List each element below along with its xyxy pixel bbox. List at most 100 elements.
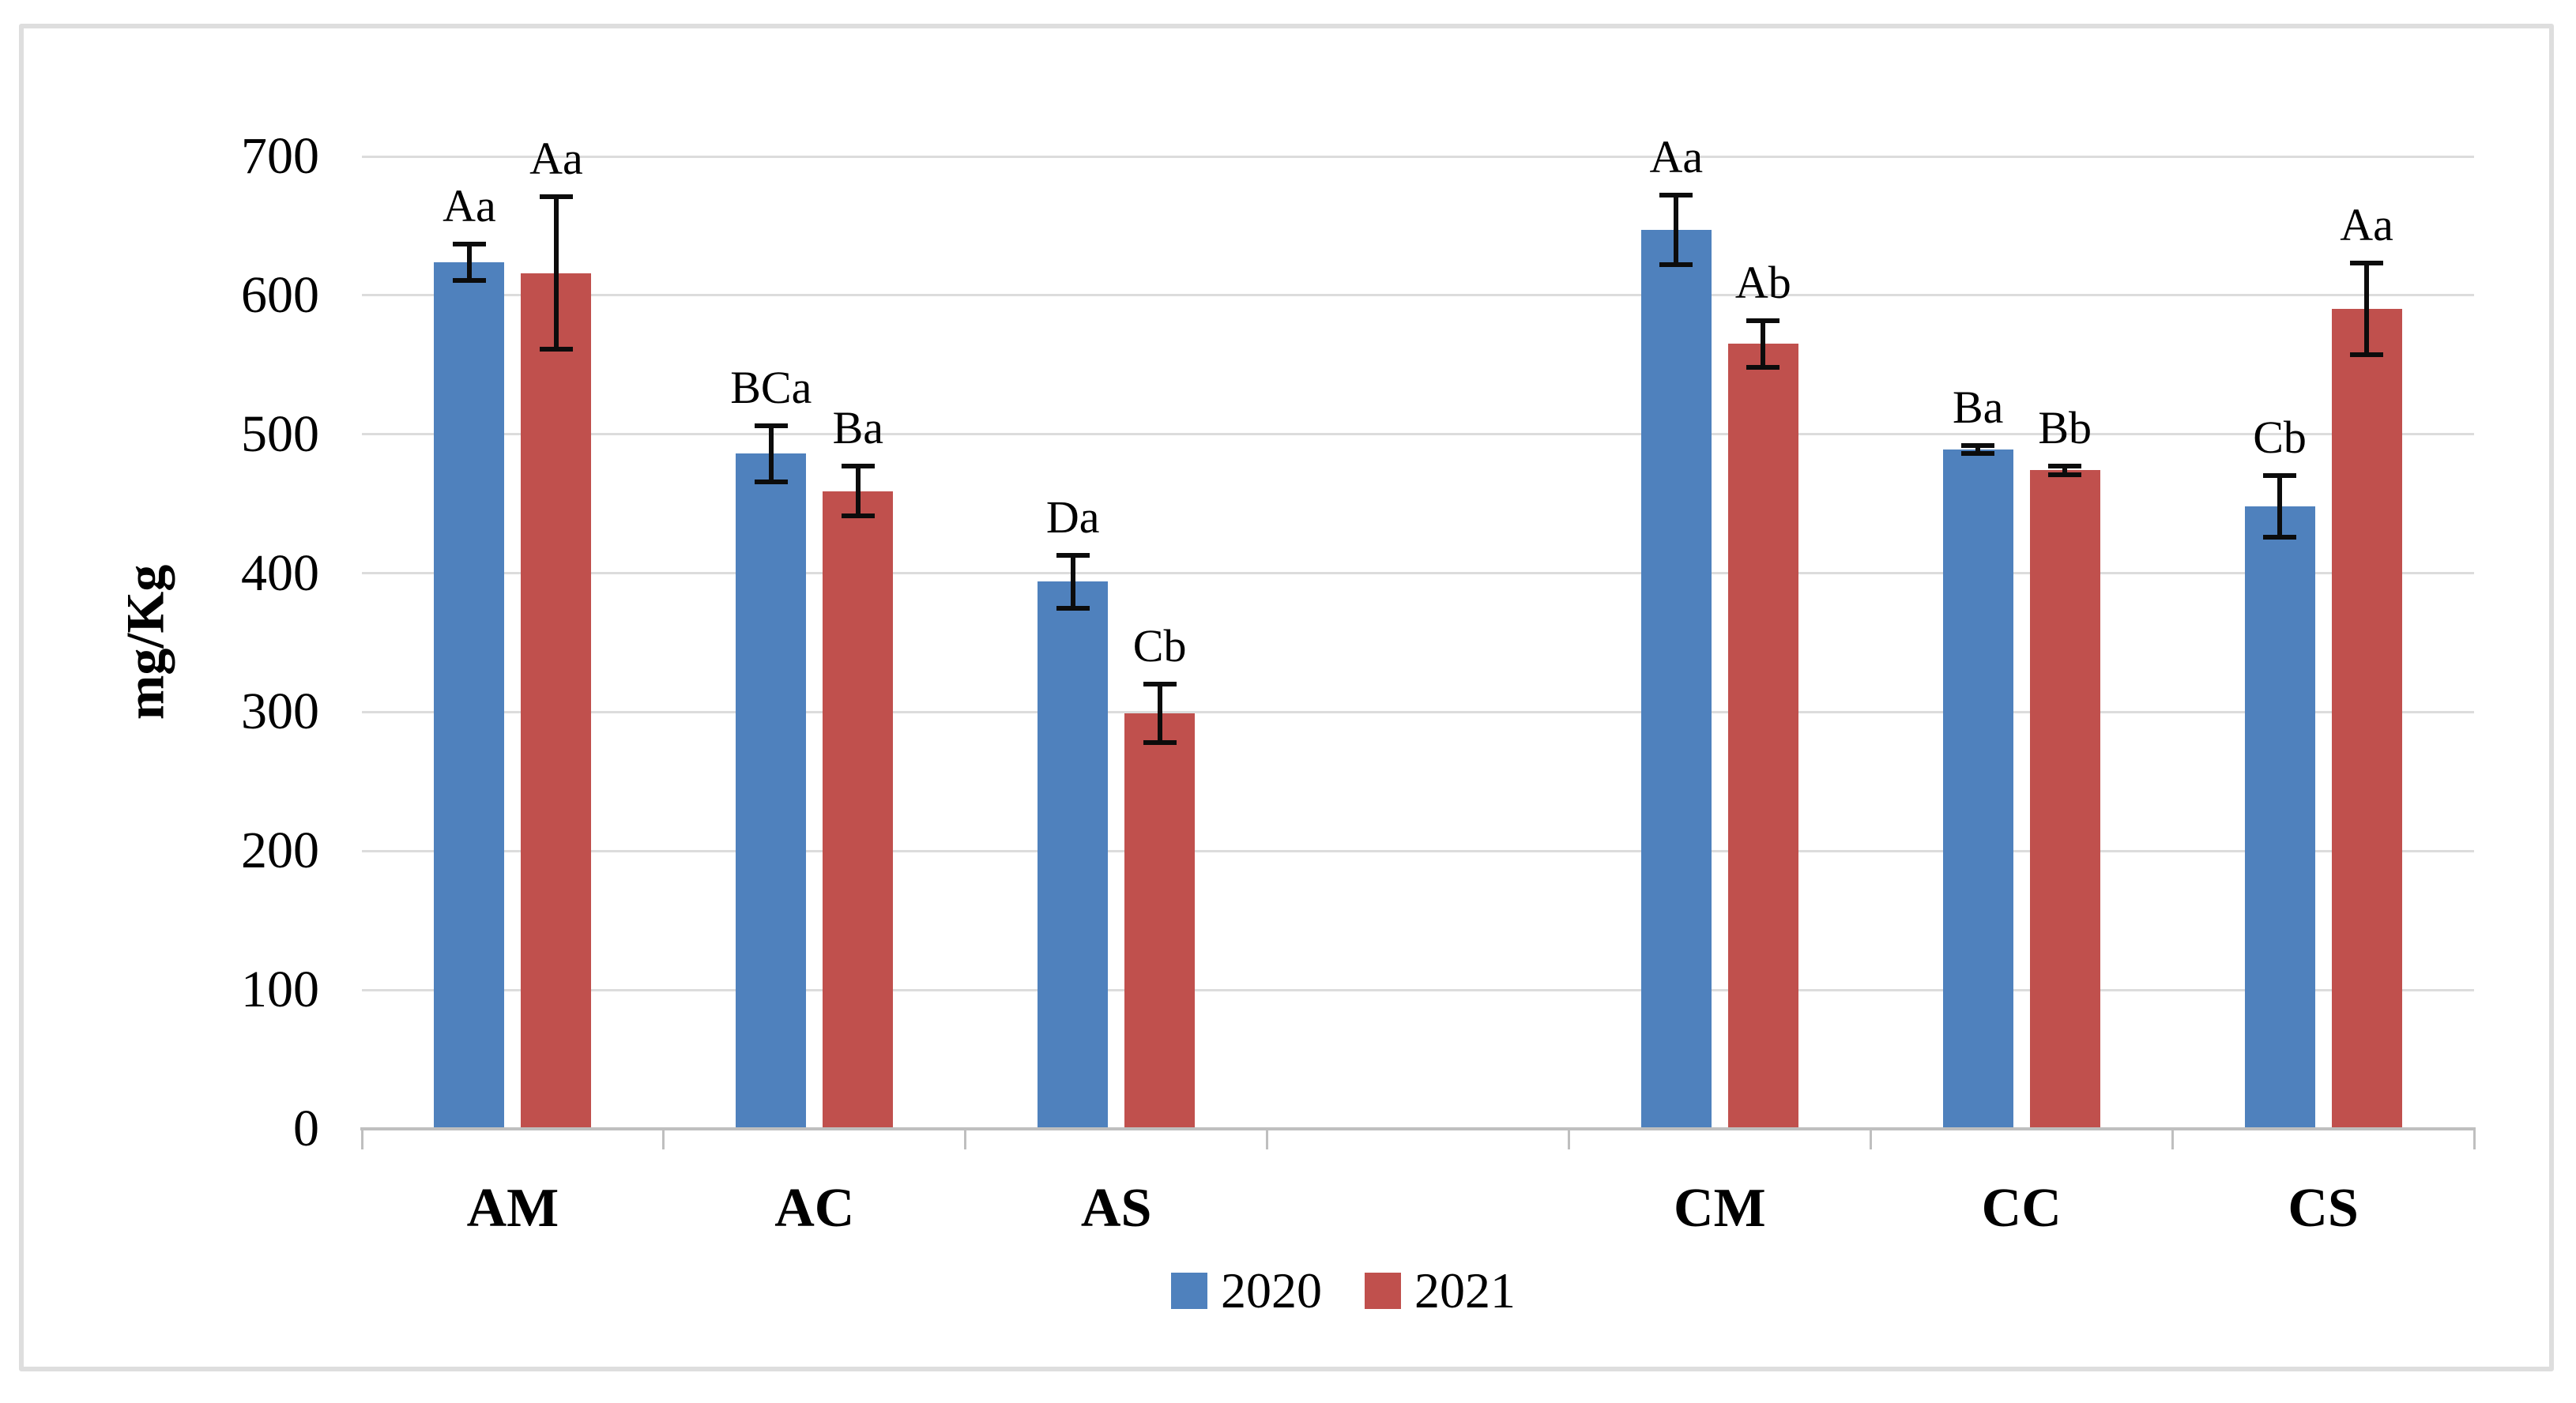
x-axis-line <box>360 1127 2476 1130</box>
x-axis-tick-4 <box>1567 1129 1570 1149</box>
significance-label-AM-2020: Aa <box>443 179 496 231</box>
x-category-label-AC: AC <box>774 1178 855 1239</box>
significance-label-AS-2020: Da <box>1045 491 1100 543</box>
error-cap-top-AM-2021 <box>539 194 573 199</box>
legend-entry-2020: 2020 <box>1171 1263 1322 1318</box>
error-cap-top-CM-2021 <box>1746 318 1780 323</box>
error-bar-AM-2020 <box>466 243 472 280</box>
error-bar-CS-2020 <box>2277 476 2283 537</box>
error-bar-CC-2021 <box>2062 466 2068 475</box>
bar-CS-2020 <box>2244 506 2315 1129</box>
legend-swatch-2021 <box>1365 1273 1401 1309</box>
y-tick-label-600: 600 <box>241 265 319 324</box>
significance-label-AC-2020: BCa <box>730 362 812 414</box>
x-axis-tick-3 <box>1266 1129 1269 1149</box>
gridline-700 <box>362 155 2474 158</box>
figure-frame: 0 100 200 300 400 500 600 700 mg/Kg Aa Aa BCa Ba Da… <box>19 24 2554 1371</box>
legend-entry-2021: 2021 <box>1365 1263 1516 1318</box>
gridline-500 <box>362 433 2474 436</box>
error-cap-top-AM-2020 <box>452 241 486 246</box>
bar-AM-2021 <box>521 273 592 1129</box>
x-category-label-AS: AS <box>1080 1178 1152 1239</box>
error-bar-CM-2021 <box>1761 320 1766 368</box>
error-cap-top-AC-2020 <box>754 423 788 429</box>
error-cap-bottom-AC-2021 <box>841 513 875 519</box>
bar-AS-2021 <box>1124 713 1196 1129</box>
x-category-label-AM: AM <box>466 1178 559 1239</box>
x-axis-tick-5 <box>1869 1129 1872 1149</box>
significance-label-AM-2021: Aa <box>529 132 583 184</box>
significance-label-CC-2021: Bb <box>2038 402 2092 454</box>
error-cap-bottom-AM-2021 <box>539 347 573 352</box>
error-cap-top-CS-2020 <box>2263 473 2297 479</box>
error-cap-top-CC-2020 <box>1961 442 1995 448</box>
error-cap-bottom-CC-2021 <box>2048 472 2082 477</box>
significance-label-CS-2021: Aa <box>2340 199 2393 251</box>
gridline-300 <box>362 710 2474 713</box>
x-axis-tick-7 <box>2472 1129 2476 1149</box>
error-cap-top-AC-2021 <box>841 464 875 469</box>
error-cap-bottom-CM-2020 <box>1659 262 1693 268</box>
x-category-label-CS: CS <box>2288 1178 2359 1239</box>
bar-CC-2020 <box>1942 449 2013 1129</box>
error-cap-top-CC-2021 <box>2048 464 2082 469</box>
error-cap-bottom-CS-2021 <box>2350 352 2384 358</box>
significance-label-CC-2020: Ba <box>1952 381 2004 433</box>
error-bar-CC-2020 <box>1975 445 1981 454</box>
x-category-label-CM: CM <box>1674 1178 1766 1239</box>
error-cap-top-CS-2021 <box>2350 261 2384 266</box>
y-tick-label-200: 200 <box>241 822 319 880</box>
legend-swatch-2020 <box>1171 1273 1207 1309</box>
x-category-label-CC: CC <box>1981 1178 2062 1239</box>
error-cap-bottom-AM-2020 <box>452 277 486 283</box>
legend-label-2021: 2021 <box>1414 1262 1516 1318</box>
error-bar-CM-2020 <box>1674 195 1679 265</box>
error-cap-top-AS-2020 <box>1056 552 1090 558</box>
bar-AS-2020 <box>1038 581 1109 1129</box>
y-tick-label-400: 400 <box>241 544 319 602</box>
gridline-600 <box>362 294 2474 297</box>
error-cap-top-AS-2021 <box>1143 682 1177 687</box>
significance-label-CM-2020: Aa <box>1649 131 1704 183</box>
x-axis-tick-0 <box>360 1129 363 1149</box>
error-bar-AC-2020 <box>768 426 774 482</box>
error-bar-AS-2021 <box>1157 684 1162 743</box>
x-axis-tick-6 <box>2171 1129 2174 1149</box>
x-axis-tick-2 <box>964 1129 967 1149</box>
y-tick-label-300: 300 <box>241 683 319 741</box>
y-axis-title: mg/Kg <box>115 564 175 720</box>
significance-label-CM-2021: Ab <box>1734 256 1791 308</box>
y-tick-label-500: 500 <box>241 404 319 463</box>
y-tick-label-700: 700 <box>241 127 319 185</box>
legend: 2020 2021 <box>1027 1258 1659 1324</box>
bar-AM-2020 <box>434 261 505 1129</box>
gridline-400 <box>362 572 2474 575</box>
significance-label-AS-2021: Cb <box>1132 620 1187 672</box>
significance-label-AC-2021: Ba <box>832 402 883 454</box>
x-axis-tick-1 <box>662 1129 665 1149</box>
gridline-100 <box>362 988 2474 991</box>
bar-CM-2021 <box>1727 344 1798 1129</box>
y-tick-label-100: 100 <box>241 961 319 1019</box>
bar-CC-2021 <box>2029 470 2100 1129</box>
error-cap-bottom-AS-2021 <box>1143 740 1177 746</box>
bar-CM-2020 <box>1640 230 1712 1129</box>
error-cap-bottom-CM-2021 <box>1746 365 1780 370</box>
error-bar-AS-2020 <box>1070 555 1075 608</box>
error-cap-top-CM-2020 <box>1659 193 1693 198</box>
error-cap-bottom-AS-2020 <box>1056 605 1090 611</box>
error-bar-AC-2021 <box>855 466 861 517</box>
significance-label-CS-2020: Cb <box>2253 412 2307 464</box>
error-cap-bottom-CS-2020 <box>2263 534 2297 540</box>
error-cap-bottom-AC-2020 <box>754 479 788 484</box>
legend-label-2020: 2020 <box>1221 1262 1322 1318</box>
bar-chart: 0 100 200 300 400 500 600 700 mg/Kg Aa Aa BCa Ba Da… <box>5 5 2576 1403</box>
bar-AC-2020 <box>736 453 807 1129</box>
bar-AC-2021 <box>823 491 894 1129</box>
error-bar-AM-2021 <box>553 196 559 350</box>
error-cap-bottom-CC-2020 <box>1961 451 1995 457</box>
gridline-200 <box>362 849 2474 852</box>
bar-CS-2021 <box>2331 309 2402 1129</box>
y-tick-label-0: 0 <box>293 1100 319 1157</box>
error-bar-CS-2021 <box>2364 263 2370 355</box>
